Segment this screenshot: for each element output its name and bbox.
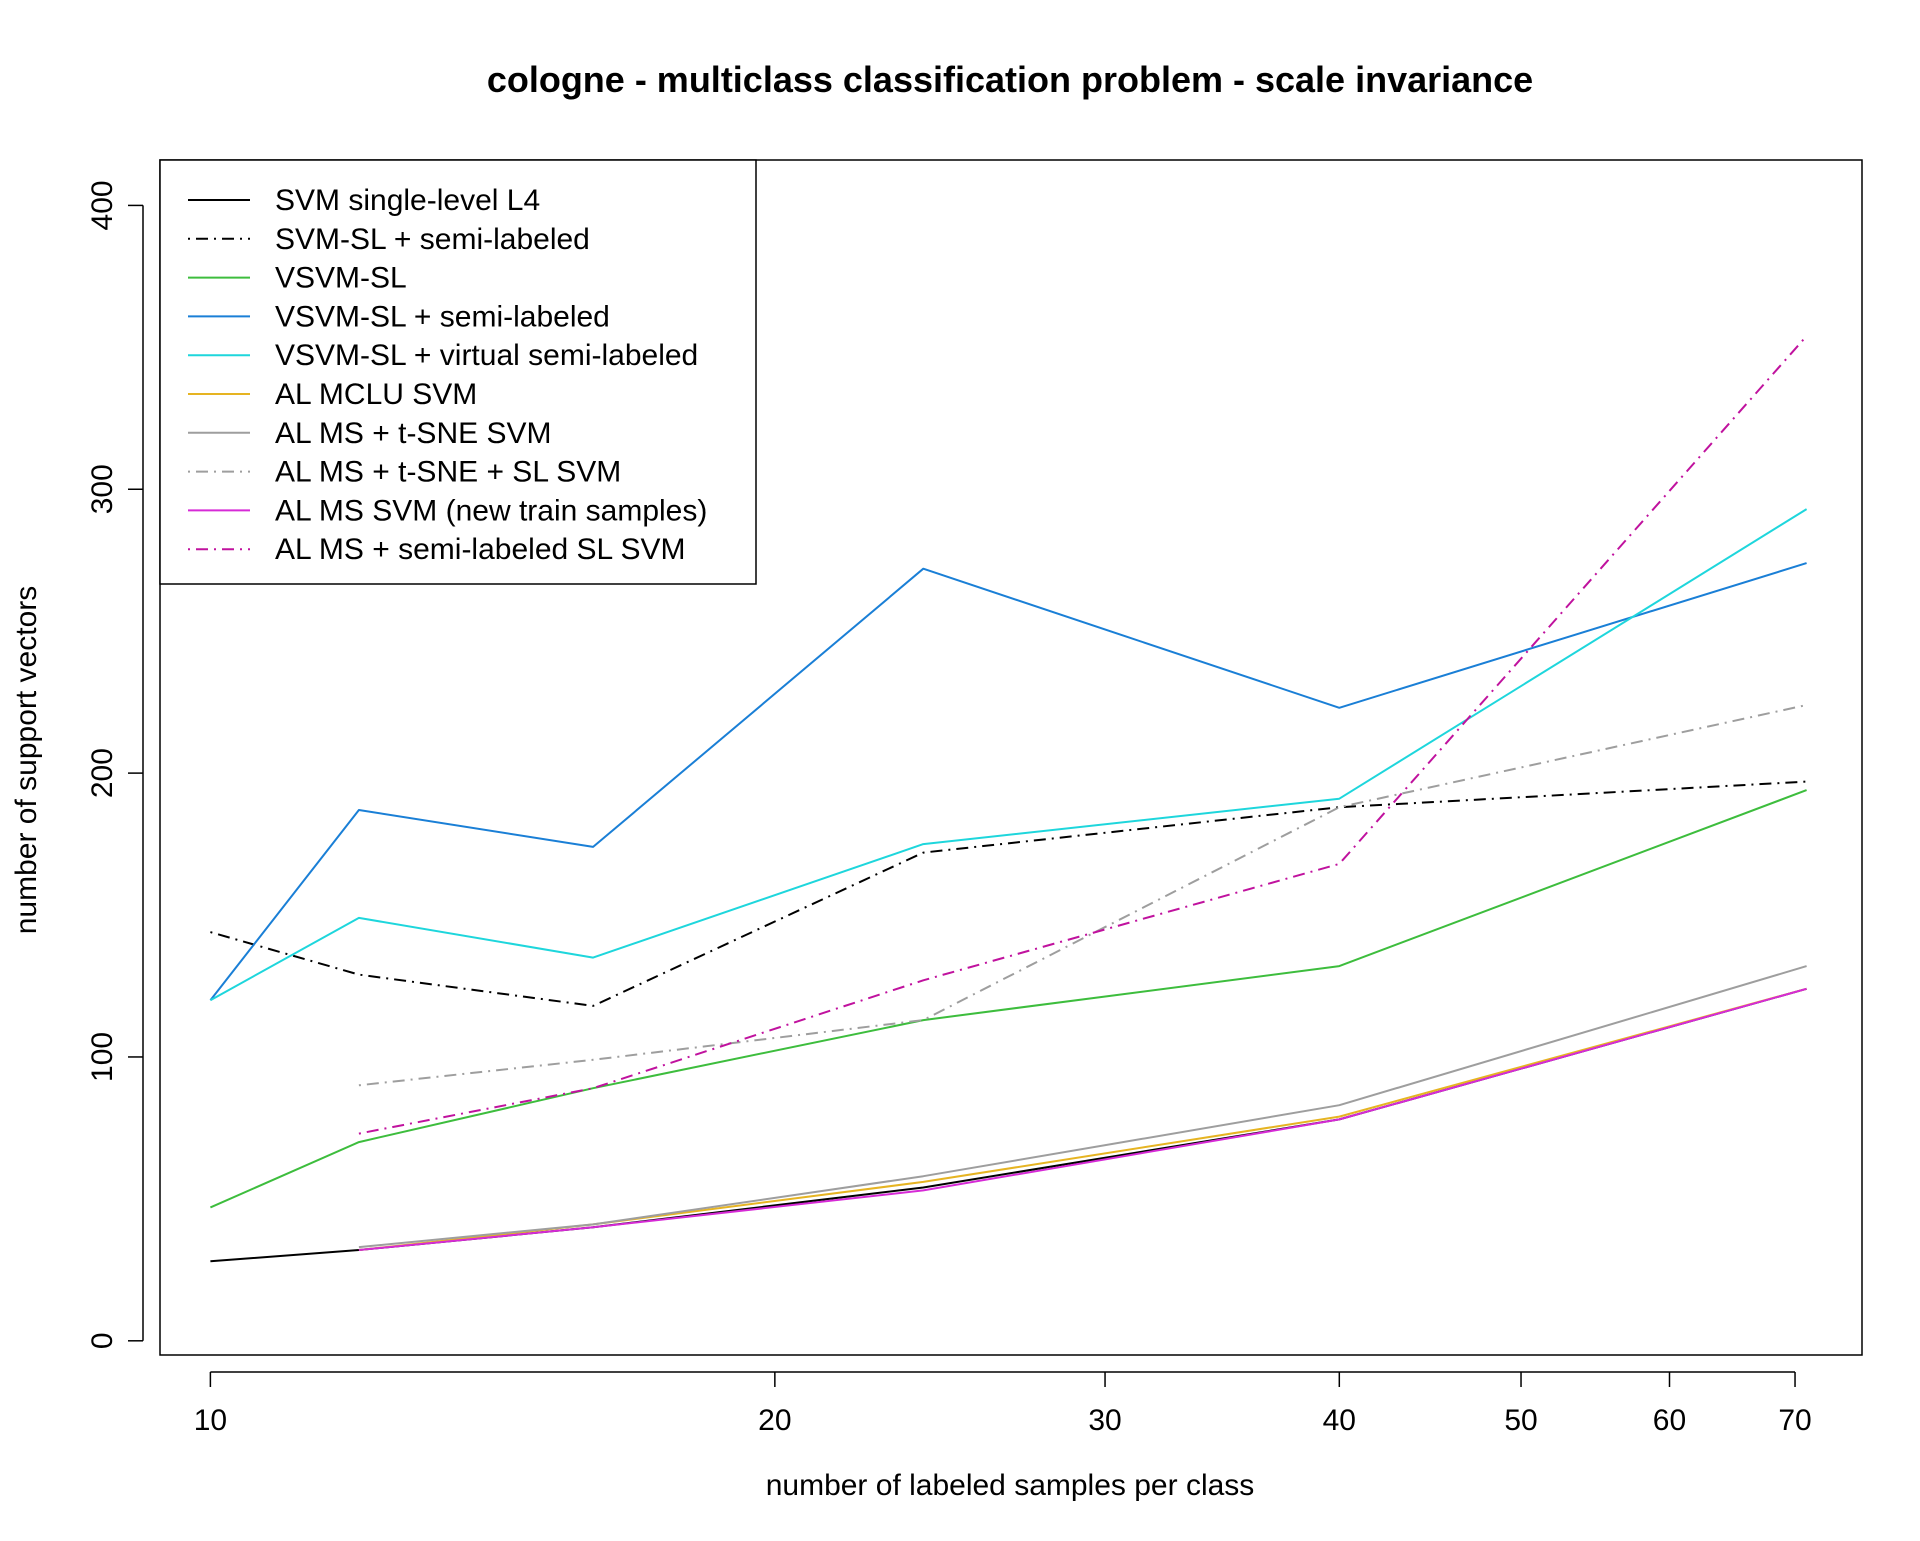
legend-box	[159, 159, 757, 585]
x-tick-label: 30	[1088, 1404, 1121, 1437]
x-tick-label: 40	[1323, 1404, 1356, 1437]
legend-label: AL MS SVM (new train samples)	[275, 494, 707, 527]
x-tick-label: 70	[1778, 1404, 1811, 1437]
legend-label: AL MS + t-SNE + SL SVM	[275, 456, 621, 489]
legend-label: AL MCLU SVM	[275, 378, 477, 411]
legend-label: VSVM-SL	[275, 262, 407, 295]
series-line-9	[358, 987, 1807, 1251]
x-tick-label: 10	[194, 1404, 227, 1437]
y-tick-label: 200	[86, 748, 119, 798]
legend-label: VSVM-SL + semi-labeled	[275, 300, 610, 333]
series-lines	[209, 335, 1808, 1263]
legend-label: SVM single-level L4	[275, 184, 540, 217]
series-line-1	[210, 987, 1807, 1263]
series-line-5	[209, 508, 1808, 1002]
y-tick-label: 400	[86, 180, 119, 230]
x-tick-label: 20	[758, 1404, 791, 1437]
series-line-10	[358, 335, 1808, 1135]
x-axis-label: number of labeled samples per class	[766, 1469, 1255, 1502]
x-tick-label: 60	[1653, 1404, 1686, 1437]
y-axis-label: number of support vectors	[10, 586, 43, 935]
chart-title: cologne - multiclass classification prob…	[487, 59, 1533, 100]
x-tick-label: 50	[1504, 1404, 1537, 1437]
series-line-7	[358, 965, 1807, 1249]
plot-frame	[159, 159, 1863, 1356]
legend-label: VSVM-SL + virtual semi-labeled	[275, 339, 698, 372]
series-line-2	[210, 780, 1807, 1007]
x-axis: 10 20 30 40 50 60 70	[194, 1371, 1812, 1437]
series-line-6	[358, 987, 1807, 1251]
series-line-4	[209, 562, 1807, 1001]
y-tick-label: 0	[86, 1332, 119, 1349]
y-axis: 0 100 200 300 400	[86, 180, 144, 1349]
y-tick-label: 300	[86, 464, 119, 514]
series-line-8	[358, 704, 1807, 1087]
legend-label: SVM-SL + semi-labeled	[275, 223, 590, 256]
legend: SVM single-level L4 SVM-SL + semi-labeled…	[159, 159, 757, 585]
legend-label: AL MS + t-SNE SVM	[275, 417, 551, 450]
series-line-3	[209, 789, 1807, 1209]
legend-label: AL MS + semi-labeled SL SVM	[275, 533, 685, 566]
y-tick-label: 100	[86, 1032, 119, 1082]
